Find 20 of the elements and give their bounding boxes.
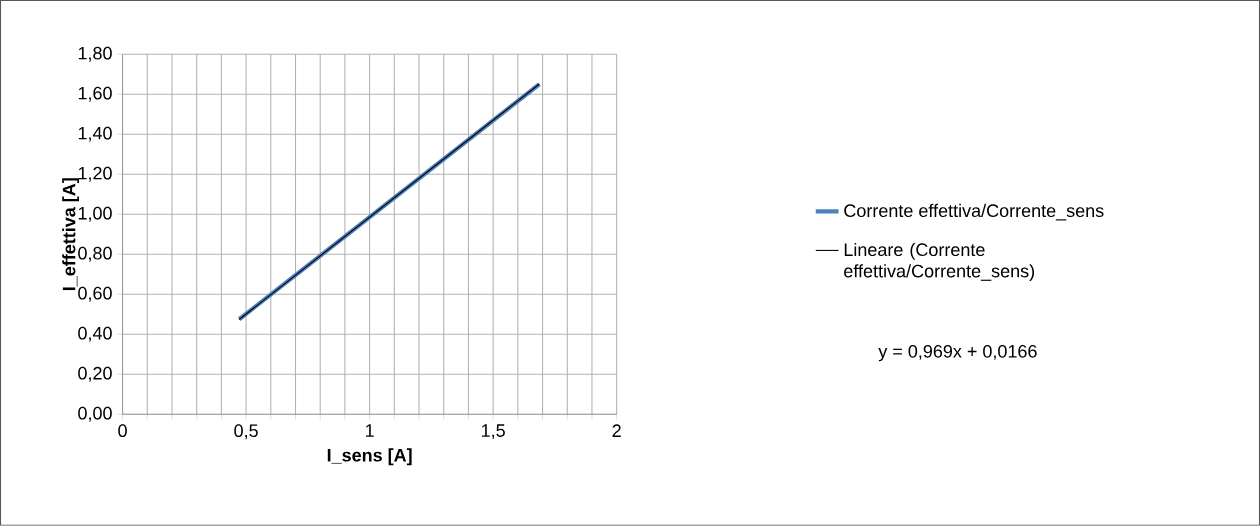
y-axis-title: I_effettiva [A]	[62, 178, 79, 291]
y-tick-label: 1,60	[78, 86, 112, 102]
y-tick-label: 1,40	[78, 126, 112, 142]
x-tick-label: 1	[365, 424, 374, 437]
y-tick-label: 1,20	[78, 166, 112, 182]
x-tick-label: 2	[612, 424, 621, 437]
x-axis-title: I_sens [A]	[327, 448, 412, 466]
legend-label: Lineare (Corrente effettiva/Corrente_sens)	[844, 242, 1035, 282]
x-tick-label: 1,5	[482, 424, 505, 440]
y-tick-label: 0,20	[78, 366, 112, 382]
text: y = 0,969x + 0,0166	[878, 345, 1037, 362]
y-tick-label: 1,80	[78, 46, 112, 62]
x-tick-label: 0	[118, 424, 127, 438]
y-tick-label: 0,60	[78, 286, 112, 302]
x-tick-label: 0,5	[234, 424, 258, 440]
y-tick-label: 1,00	[78, 206, 112, 222]
y-tick-label: 0,40	[78, 326, 112, 342]
y-tick-label: 0,00	[78, 406, 112, 422]
legend-label: Corrente effettiva/Corrente_sens	[844, 203, 1104, 221]
y-tick-label: 0,80	[78, 246, 112, 262]
